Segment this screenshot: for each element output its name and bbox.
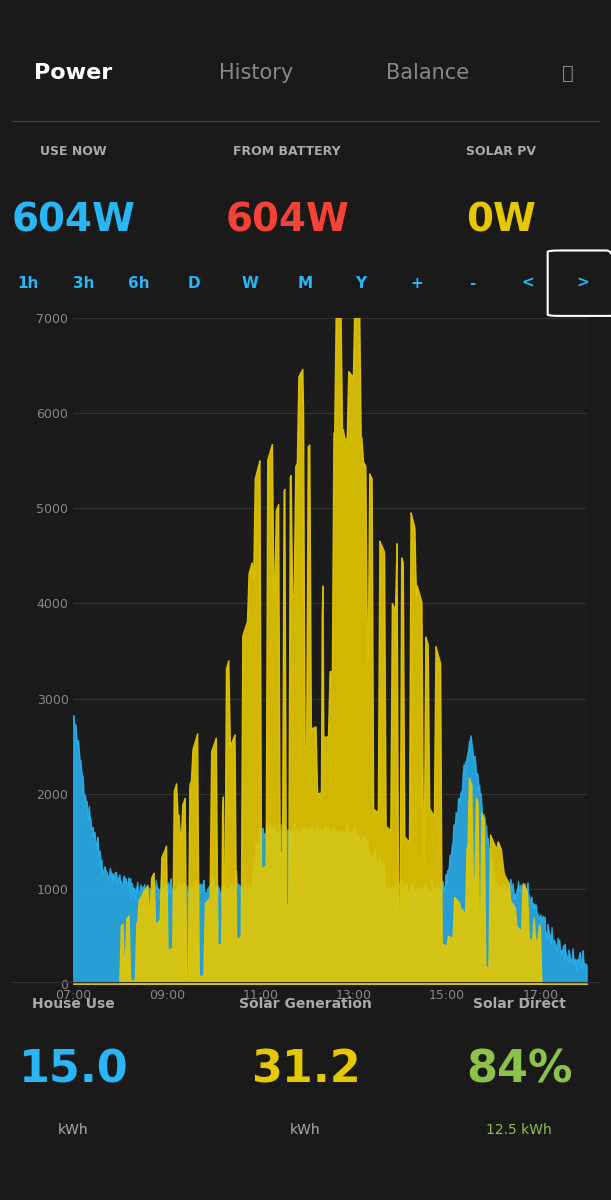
- Text: kWh: kWh: [290, 1123, 321, 1138]
- Text: W: W: [241, 276, 258, 290]
- Text: History: History: [219, 64, 294, 83]
- Text: 6h: 6h: [128, 276, 150, 290]
- Text: 1h: 1h: [17, 276, 38, 290]
- Text: Solar Generation: Solar Generation: [239, 996, 372, 1010]
- Text: D: D: [188, 276, 201, 290]
- Text: FROM BATTERY: FROM BATTERY: [233, 145, 341, 157]
- Text: 0W: 0W: [466, 202, 536, 240]
- Text: House Use: House Use: [32, 996, 115, 1010]
- Text: <: <: [521, 276, 534, 290]
- Text: 15.0: 15.0: [18, 1049, 128, 1092]
- Text: -: -: [469, 276, 475, 290]
- Text: >: >: [577, 276, 590, 290]
- Text: USE NOW: USE NOW: [40, 145, 107, 157]
- Text: M: M: [298, 276, 313, 290]
- Text: Power: Power: [34, 64, 112, 83]
- Text: Y: Y: [356, 276, 367, 290]
- Text: 84%: 84%: [466, 1049, 573, 1092]
- Text: 31.2: 31.2: [251, 1049, 360, 1092]
- Text: kWh: kWh: [58, 1123, 89, 1138]
- Text: Solar Direct: Solar Direct: [473, 996, 566, 1010]
- Text: SOLAR PV: SOLAR PV: [466, 145, 536, 157]
- Text: Balance: Balance: [386, 64, 469, 83]
- Text: 🔧: 🔧: [562, 64, 574, 83]
- Text: 604W: 604W: [12, 202, 135, 240]
- Text: 12.5 kWh: 12.5 kWh: [486, 1123, 552, 1138]
- Text: +: +: [410, 276, 423, 290]
- Text: 604W: 604W: [225, 202, 349, 240]
- Text: 3h: 3h: [73, 276, 94, 290]
